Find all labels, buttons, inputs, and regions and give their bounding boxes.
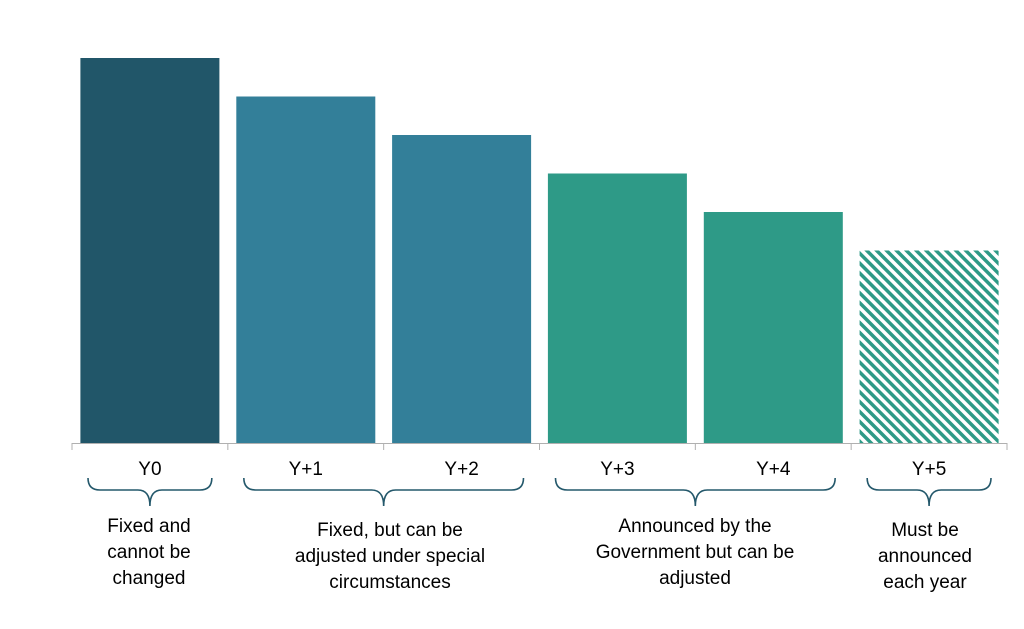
group-label-fixed-adjustable: Fixed, but can be adjusted under special…: [294, 520, 486, 593]
bar-yplus2: [392, 135, 532, 443]
bar-yplus1: [236, 96, 376, 443]
group-brace-3: [866, 477, 992, 507]
bar-yplus5: [859, 250, 999, 443]
x-axis: [71, 443, 1008, 450]
x-tick-label: Y+4: [756, 459, 791, 480]
bar-yplus4: [703, 212, 843, 443]
group-brace-2: [554, 477, 836, 507]
bar-y0: [80, 58, 220, 443]
x-tick-label: Y+1: [289, 459, 323, 480]
group-brace-0: [87, 477, 213, 507]
x-tick-label: Y+2: [444, 459, 478, 480]
group-label-announced: Announced by the Government but can be a…: [595, 516, 795, 589]
group-brace-1: [243, 477, 525, 507]
group-label-annual: Must be announced each year: [877, 520, 973, 593]
x-tick-labels: Y0 Y+1 Y+2 Y+3 Y+4 Y+5: [138, 459, 946, 480]
x-tick-label: Y+3: [600, 459, 634, 480]
group-braces: [87, 477, 992, 507]
x-tick-label: Y+5: [912, 459, 946, 480]
x-tick-label: Y0: [138, 459, 161, 480]
bar-yplus3: [547, 173, 687, 443]
bars-layer: [80, 58, 999, 443]
group-label-fixed: Fixed and cannot be changed: [107, 516, 191, 589]
